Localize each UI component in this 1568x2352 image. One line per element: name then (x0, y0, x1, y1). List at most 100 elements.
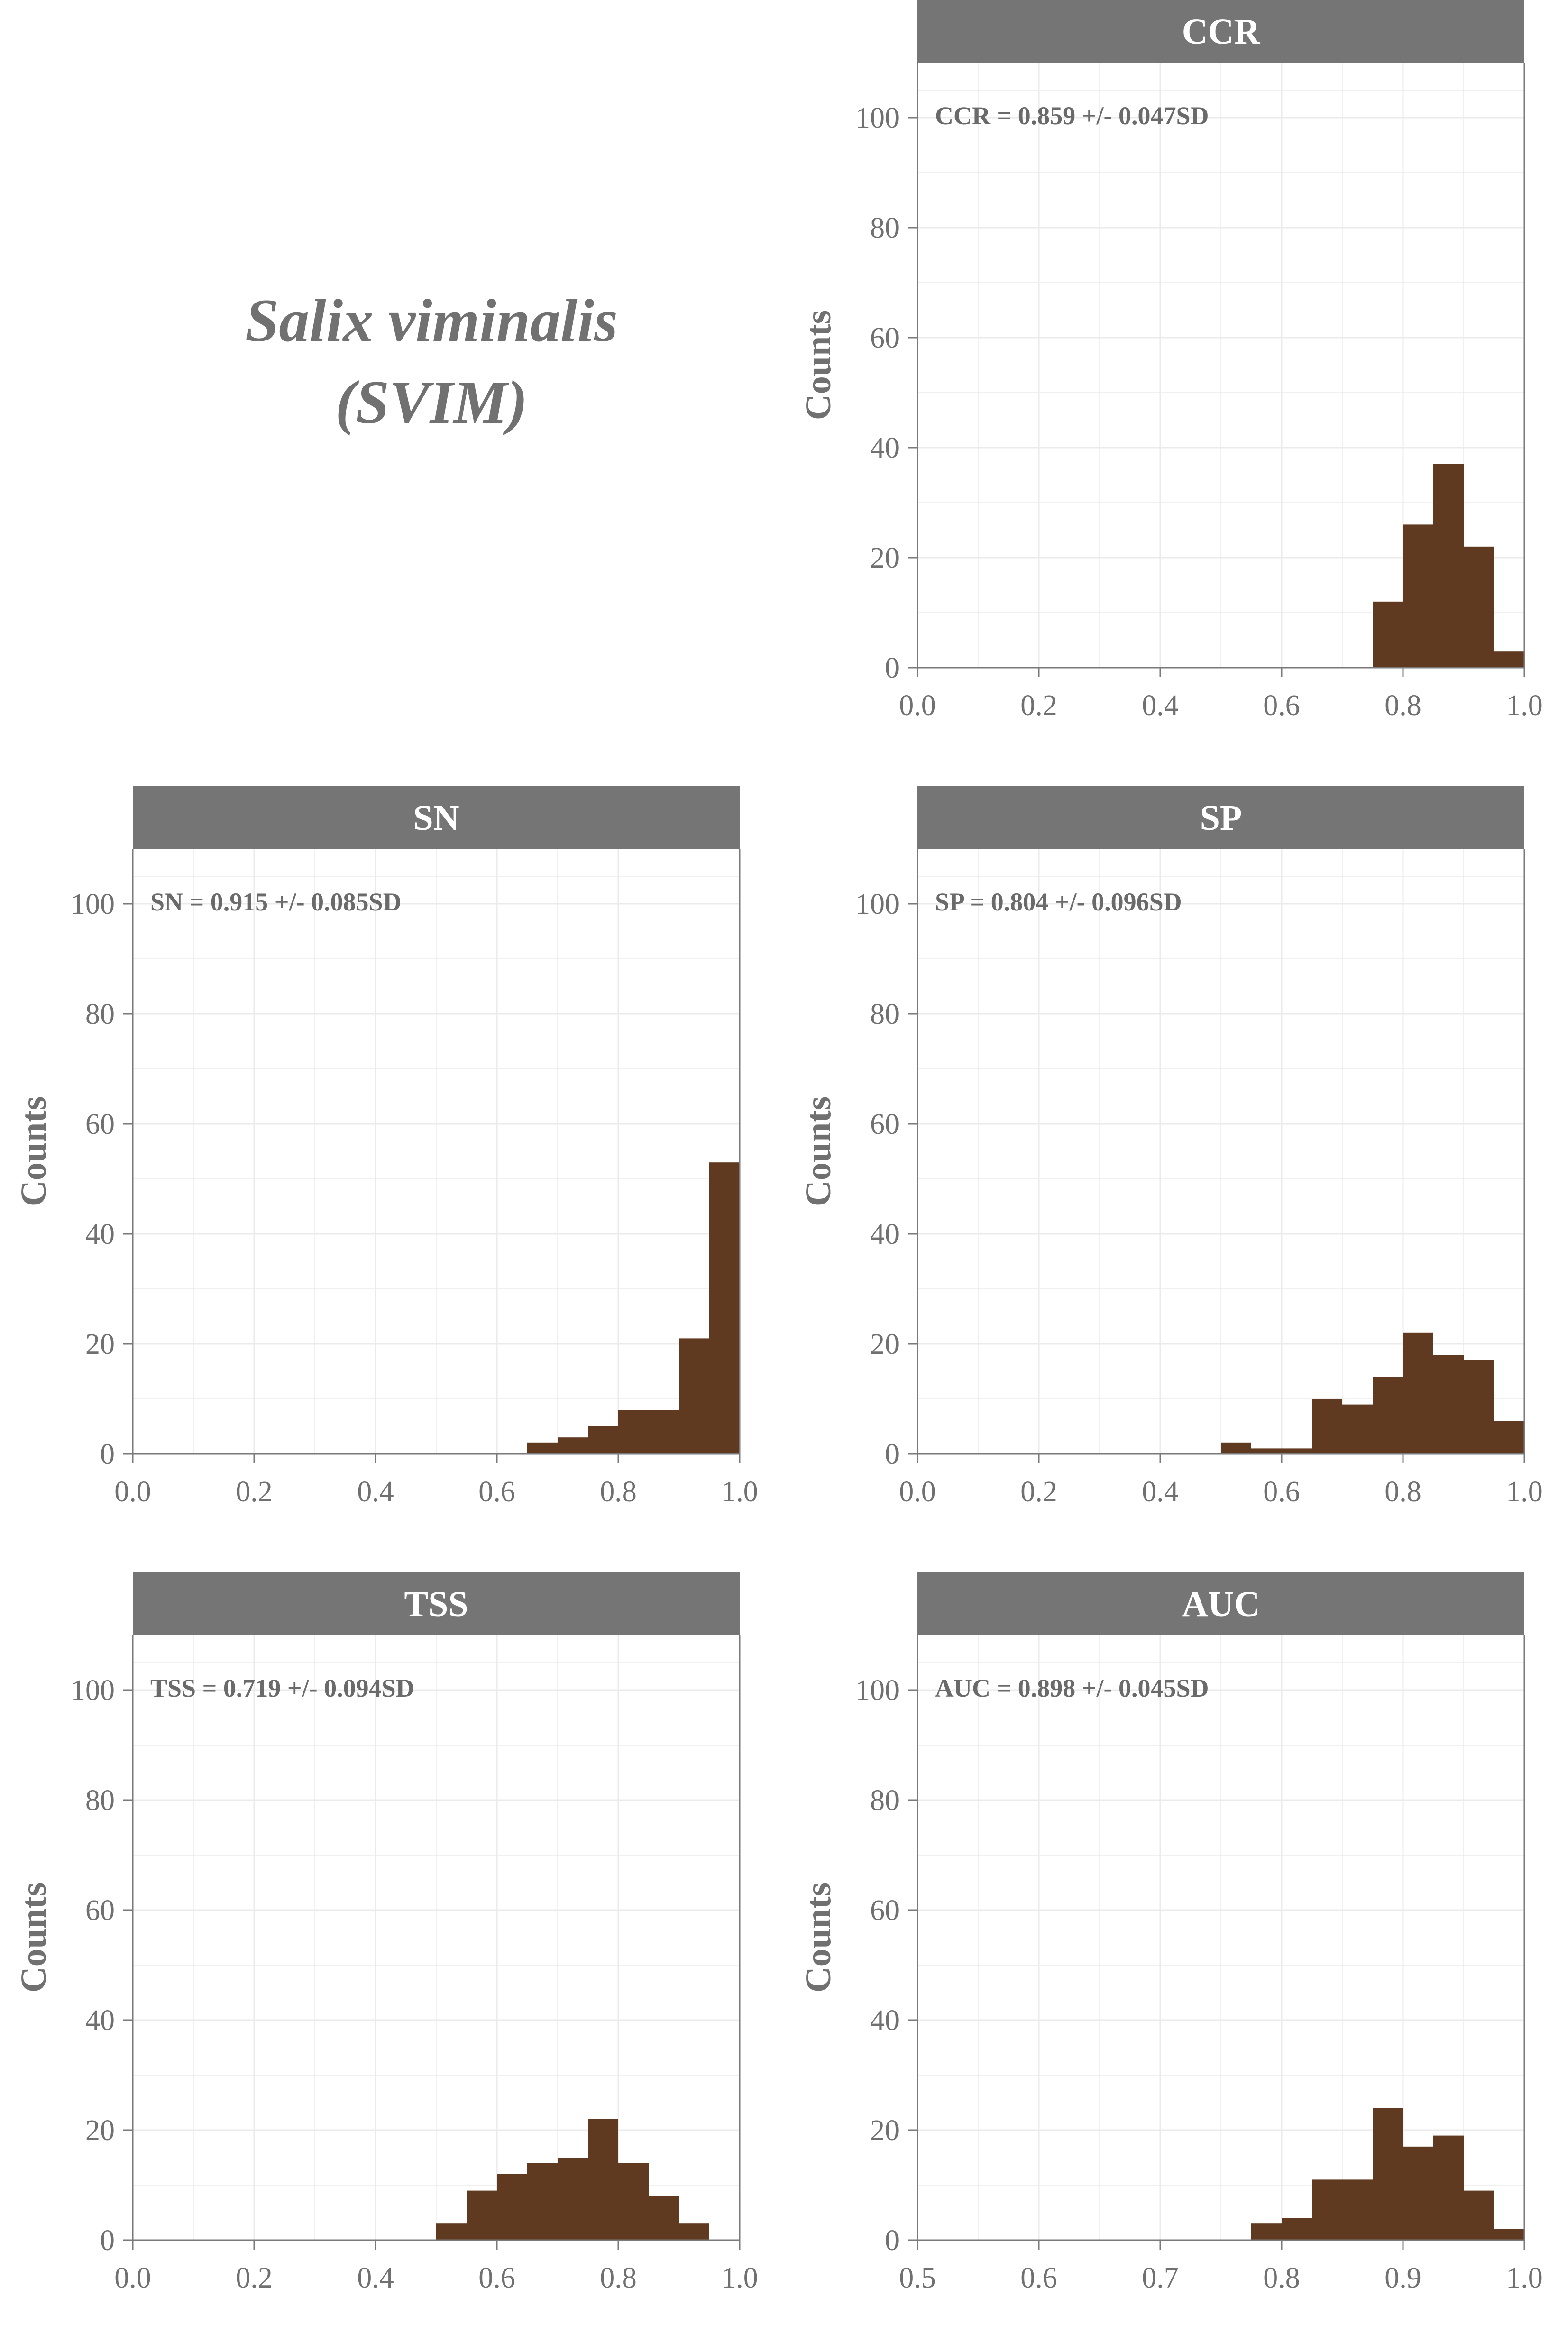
histogram-bar (679, 2223, 709, 2240)
histogram-bars (527, 1162, 740, 1454)
histogram-bar (679, 1338, 709, 1454)
y-axis-ticks: 0 20 40 60 80 100 (855, 1674, 917, 2257)
y-axis-ticks: 0 20 40 60 80 100 (71, 1674, 133, 2257)
x-tick-label: 0.8 (1385, 1476, 1421, 1508)
facet-strip-title: CCR (1182, 12, 1261, 52)
y-tick-label: 60 (870, 322, 899, 354)
y-tick-label: 40 (870, 432, 899, 464)
panel-auc: AUC 0.5 0.6 0.7 0.8 0.9 1.0 0 20 40 60 80 100 Counts A… (798, 1572, 1543, 2294)
x-tick-label: 0.7 (1142, 2262, 1179, 2294)
gridlines (917, 1635, 1525, 2241)
histogram-bar (1342, 2179, 1373, 2240)
x-tick-label: 0.5 (899, 2262, 936, 2294)
histogram-bar (1433, 1355, 1464, 1454)
histogram-bars (1251, 2108, 1524, 2240)
histogram-bar (1464, 1360, 1494, 1454)
gridlines (132, 1635, 741, 2241)
histogram-bars (1221, 1332, 1524, 1454)
x-tick-label: 0.4 (1142, 689, 1179, 722)
y-axis-title: Counts (14, 1883, 54, 1993)
x-tick-label: 0.6 (1263, 689, 1300, 722)
y-tick-label: 60 (870, 1894, 899, 1927)
facet-strip (917, 0, 1524, 63)
x-tick-label: 0.6 (1020, 2262, 1057, 2294)
panel-sp: SP 0.0 0.2 0.4 0.6 0.8 1.0 0 20 40 60 80 100 Counts SP… (798, 786, 1543, 1508)
histogram-bar (497, 2174, 527, 2240)
y-tick-label: 100 (855, 102, 899, 134)
histogram-bar (649, 1410, 679, 1454)
y-tick-label: 0 (885, 2224, 899, 2257)
histogram-bar (1251, 1448, 1282, 1454)
facet-strip-title: SN (413, 798, 459, 838)
y-axis-ticks: 0 20 40 60 80 100 (855, 102, 917, 684)
y-tick-label: 0 (885, 652, 899, 684)
x-tick-label: 1.0 (721, 1476, 758, 1508)
x-tick-label: 0.2 (236, 2262, 273, 2294)
x-tick-label: 1.0 (1506, 2262, 1543, 2294)
histogram-bar (618, 1410, 649, 1454)
y-axis-title: Counts (798, 1096, 838, 1206)
x-tick-label: 1.0 (1506, 689, 1543, 722)
y-tick-label: 80 (870, 998, 899, 1030)
histogram-bar (1282, 2218, 1312, 2240)
x-tick-label: 1.0 (721, 2262, 758, 2294)
y-tick-label: 100 (855, 1674, 899, 1707)
panel-ccr: CCR 0.0 0.2 0.4 0.6 0.8 1.0 0 20 40 60 80 100 Counts C… (798, 0, 1543, 722)
x-tick-label: 0.0 (899, 1476, 936, 1508)
histogram-bar (1251, 2223, 1282, 2240)
histogram-bar (1312, 1399, 1342, 1454)
facet-strip (917, 786, 1524, 849)
histogram-bar (588, 1426, 618, 1454)
y-tick-label: 40 (870, 1218, 899, 1250)
facet-strip-title: AUC (1182, 1584, 1260, 1624)
species-code: (SVIM) (335, 368, 528, 436)
y-axis-title: Counts (798, 310, 838, 420)
y-tick-label: 100 (71, 1674, 115, 1707)
y-tick-label: 0 (100, 1438, 115, 1470)
histogram-bar (1464, 2190, 1494, 2240)
panel-tss: TSS 0.0 0.2 0.4 0.6 0.8 1.0 0 20 40 60 80 100 Counts T… (14, 1572, 758, 2294)
stats-annotation: SP = 0.804 +/- 0.096SD (935, 888, 1182, 916)
histogram-bar (1403, 1332, 1433, 1454)
histogram-bar (1433, 464, 1464, 668)
histogram-bars (436, 2119, 709, 2240)
x-tick-label: 0.6 (478, 2262, 515, 2294)
histogram-bar (558, 2158, 588, 2240)
stats-annotation: AUC = 0.898 +/- 0.045SD (935, 1674, 1209, 1702)
y-tick-label: 20 (870, 2114, 899, 2147)
histogram-bar (588, 2119, 618, 2240)
x-axis-ticks: 0.0 0.2 0.4 0.6 0.8 1.0 (899, 668, 1543, 722)
histogram-bar (1373, 601, 1403, 668)
facet-strip (917, 1572, 1524, 1635)
y-tick-label: 20 (870, 1328, 899, 1360)
histogram-bar (1403, 2146, 1433, 2240)
x-axis-ticks: 0.0 0.2 0.4 0.6 0.8 1.0 (114, 2240, 758, 2294)
x-tick-label: 0.4 (357, 1476, 394, 1508)
y-tick-label: 80 (870, 1784, 899, 1817)
histogram-bar (1373, 2108, 1403, 2240)
histogram-bar (709, 1162, 740, 1454)
x-tick-label: 0.4 (357, 2262, 394, 2294)
x-tick-label: 0.2 (1020, 1476, 1057, 1508)
x-tick-label: 0.9 (1385, 2262, 1421, 2294)
facet-strip-title: SP (1200, 798, 1242, 838)
gridlines (132, 849, 741, 1455)
species-name: Salix viminalis (245, 287, 618, 354)
y-tick-label: 20 (85, 2114, 115, 2147)
histogram-bar (1464, 546, 1494, 668)
histogram-bar (1312, 2179, 1342, 2240)
x-tick-label: 0.6 (1263, 1476, 1300, 1508)
histogram-bar (558, 1437, 588, 1454)
histogram-bar (1373, 1377, 1403, 1454)
species-title: Salix viminalis (SVIM) (123, 280, 740, 443)
y-tick-label: 0 (100, 2224, 115, 2257)
y-tick-label: 40 (870, 2004, 899, 2037)
y-tick-label: 80 (85, 998, 115, 1030)
y-tick-label: 20 (870, 542, 899, 574)
y-tick-label: 60 (870, 1108, 899, 1140)
histogram-bar (1433, 2135, 1464, 2240)
y-axis-ticks: 0 20 40 60 80 100 (71, 888, 133, 1470)
histogram-bar (1221, 1442, 1251, 1454)
